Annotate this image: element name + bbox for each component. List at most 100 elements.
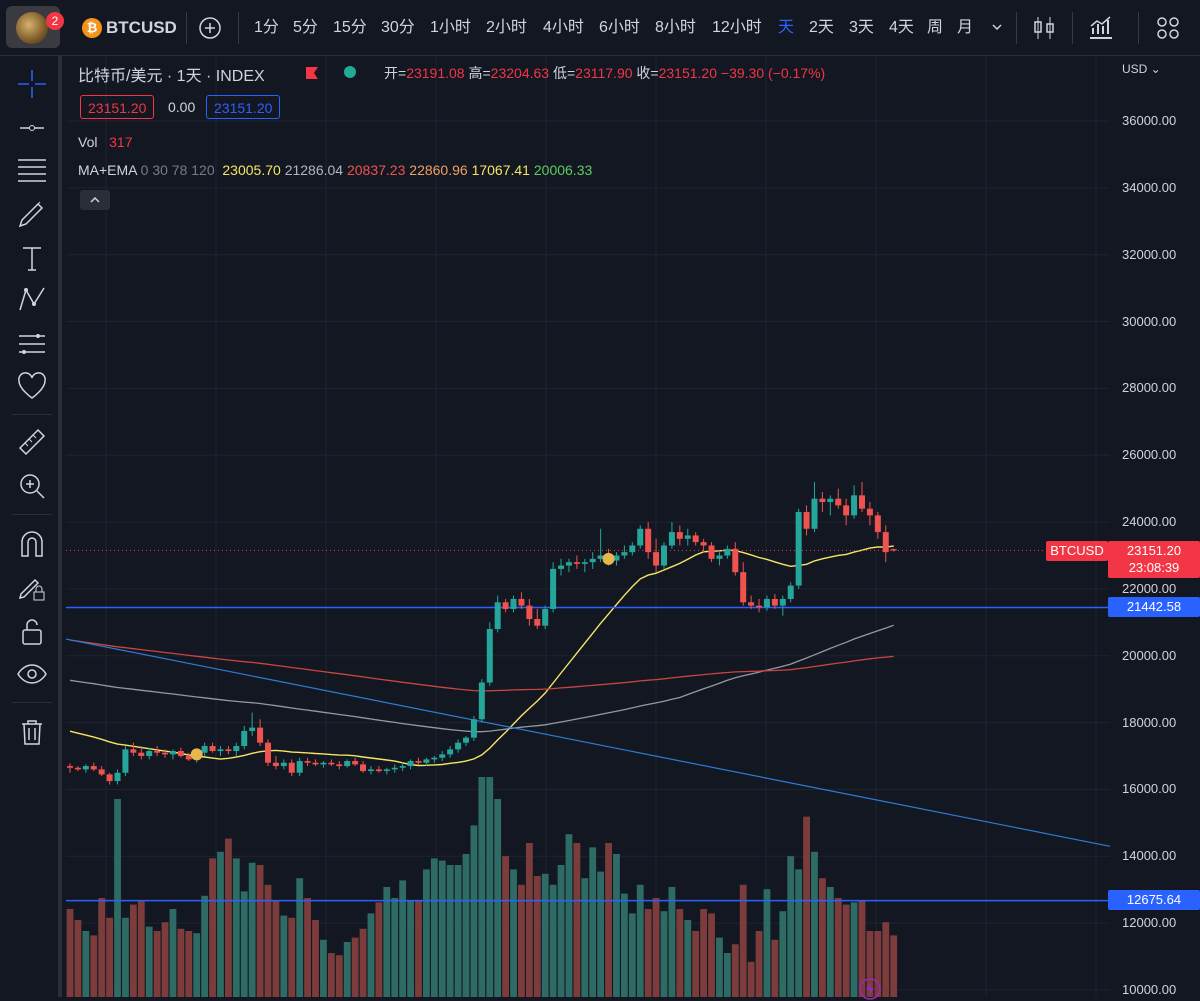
heart-icon[interactable] bbox=[16, 370, 48, 402]
interval-2[interactable]: 15分 bbox=[333, 19, 367, 36]
volume-bar bbox=[628, 913, 636, 997]
candle-body bbox=[470, 719, 477, 738]
chevron-down-icon[interactable] bbox=[990, 20, 1004, 34]
avatar[interactable]: 2 bbox=[6, 6, 64, 48]
volume-bar bbox=[842, 904, 850, 997]
candle-body bbox=[581, 562, 588, 564]
symbol-search-button[interactable]: BTCUSD bbox=[106, 18, 177, 37]
buy-price-box[interactable]: 23151.20 bbox=[206, 95, 281, 119]
text-tool-icon[interactable] bbox=[16, 242, 48, 274]
volume-bar bbox=[248, 862, 256, 997]
volume-bar bbox=[819, 878, 826, 997]
trash-icon[interactable] bbox=[16, 716, 48, 748]
candle-body bbox=[740, 572, 747, 603]
moving-average-line bbox=[69, 624, 894, 733]
candle-body bbox=[154, 751, 161, 753]
volume-bar bbox=[525, 843, 533, 997]
candle-body bbox=[573, 562, 580, 564]
candle-body bbox=[668, 532, 675, 546]
interval-7[interactable]: 6小时 bbox=[599, 19, 640, 36]
volume-bar bbox=[787, 856, 795, 997]
candle-body bbox=[375, 769, 382, 772]
volume-bar bbox=[533, 876, 541, 997]
candle-body bbox=[217, 749, 224, 752]
trend-line-tool-icon[interactable] bbox=[16, 112, 48, 144]
lock-drawing-icon[interactable] bbox=[16, 572, 48, 604]
volume-bar bbox=[264, 884, 272, 997]
interval-14[interactable]: 周 bbox=[927, 19, 944, 36]
indicators-icon[interactable] bbox=[1088, 14, 1114, 40]
interval-11[interactable]: 2天 bbox=[809, 19, 834, 36]
drawing-toolbar bbox=[0, 56, 62, 997]
volume-bar bbox=[731, 944, 739, 997]
candle-body bbox=[811, 498, 818, 529]
volume-bar bbox=[779, 911, 787, 997]
volume-bar bbox=[359, 928, 367, 997]
interval-12[interactable]: 3天 bbox=[849, 19, 874, 36]
interval-8[interactable]: 8小时 bbox=[655, 19, 696, 36]
volume-bar bbox=[850, 902, 858, 997]
volume-bar bbox=[692, 931, 700, 997]
volume-bar bbox=[288, 917, 296, 997]
volume-bar bbox=[114, 799, 121, 997]
candle-body bbox=[676, 532, 683, 539]
price-chart[interactable] bbox=[66, 56, 1200, 997]
sell-price-box[interactable]: 23151.20 bbox=[80, 95, 155, 119]
volume-bar bbox=[74, 920, 82, 997]
volume-bar bbox=[541, 873, 549, 997]
bolt-icon[interactable] bbox=[858, 977, 882, 1001]
volume-bar bbox=[343, 942, 351, 997]
candle-body bbox=[851, 495, 858, 516]
candles-chart-type-icon[interactable] bbox=[1032, 14, 1056, 42]
volume-bar bbox=[351, 937, 359, 997]
interval-4[interactable]: 1小时 bbox=[430, 19, 471, 36]
candle-body bbox=[779, 598, 786, 606]
layout-grid-icon[interactable] bbox=[1156, 16, 1180, 40]
candle-body bbox=[367, 769, 374, 772]
interval-13[interactable]: 4天 bbox=[889, 19, 914, 36]
interval-0[interactable]: 1分 bbox=[254, 19, 279, 36]
brush-icon[interactable] bbox=[16, 198, 48, 230]
price-tick-label: 18000.00 bbox=[1122, 714, 1177, 730]
compare-add-icon[interactable] bbox=[198, 16, 222, 40]
eye-icon[interactable] bbox=[16, 658, 48, 690]
interval-10[interactable]: 天 bbox=[778, 19, 795, 36]
avatar-image bbox=[16, 12, 48, 44]
volume-bar bbox=[747, 961, 755, 997]
interval-3[interactable]: 30分 bbox=[381, 19, 415, 36]
volume-bar bbox=[82, 931, 90, 997]
last-price-label: 23151.20 bbox=[1108, 541, 1200, 561]
candle-body bbox=[439, 754, 446, 758]
crosshair-icon[interactable] bbox=[16, 68, 48, 100]
interval-1[interactable]: 5分 bbox=[293, 19, 318, 36]
volume-bar bbox=[652, 898, 660, 997]
flag-icon[interactable] bbox=[304, 66, 320, 80]
candle-body bbox=[653, 552, 660, 566]
volume-bar bbox=[145, 926, 153, 997]
volume-bar bbox=[106, 917, 113, 997]
divider bbox=[1016, 12, 1017, 44]
volume-bar bbox=[589, 847, 597, 997]
candle-body bbox=[114, 772, 121, 782]
volume-bar bbox=[280, 915, 288, 997]
candle-body bbox=[209, 746, 216, 752]
interval-15[interactable]: 月 bbox=[957, 19, 974, 36]
magnet-icon[interactable] bbox=[16, 528, 48, 560]
interval-9[interactable]: 12小时 bbox=[712, 19, 762, 36]
candle-body bbox=[169, 751, 176, 755]
fib-tool-icon[interactable] bbox=[16, 154, 48, 186]
volume-bar bbox=[502, 856, 509, 997]
candle-body bbox=[328, 762, 335, 765]
interval-5[interactable]: 2小时 bbox=[486, 19, 527, 36]
interval-6[interactable]: 4小时 bbox=[543, 19, 584, 36]
pattern-tool-icon[interactable] bbox=[16, 284, 48, 316]
collapse-legend-button[interactable] bbox=[80, 190, 110, 210]
ruler-icon[interactable] bbox=[16, 426, 48, 458]
price-tick-label: 34000.00 bbox=[1122, 179, 1177, 195]
forecast-tool-icon[interactable] bbox=[16, 328, 48, 360]
currency-selector[interactable]: USD ⌄ bbox=[1122, 62, 1161, 76]
volume-bar bbox=[90, 935, 98, 997]
zoom-in-icon[interactable] bbox=[16, 470, 48, 502]
unlock-icon[interactable] bbox=[16, 616, 48, 648]
market-status-icon bbox=[344, 66, 356, 78]
